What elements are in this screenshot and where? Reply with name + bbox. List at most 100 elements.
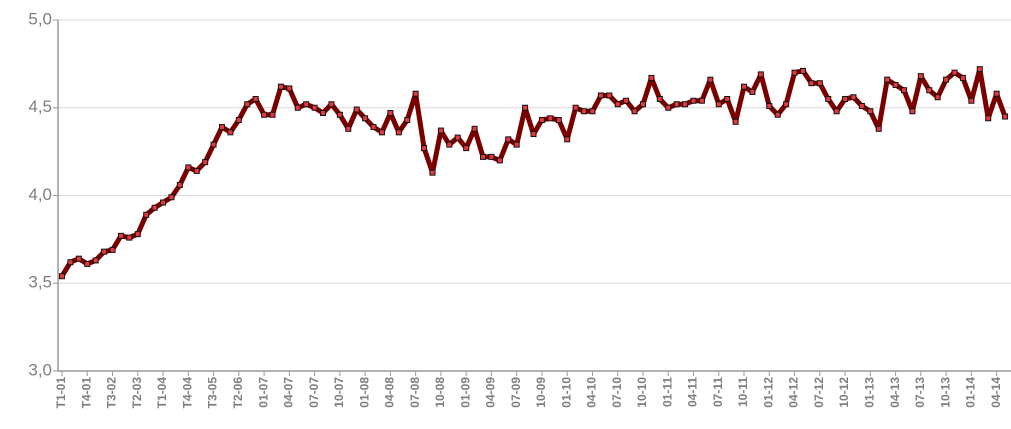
data-point xyxy=(496,157,503,164)
data-point xyxy=(513,141,520,148)
x-tick-label: 07-09 xyxy=(509,377,523,408)
data-point xyxy=(336,111,343,118)
data-point xyxy=(303,101,310,108)
data-point xyxy=(993,90,1000,97)
data-point xyxy=(75,255,82,262)
data-point xyxy=(926,87,933,94)
x-tick-label: 04-08 xyxy=(383,377,397,408)
x-tick-label: T4-04 xyxy=(180,377,194,409)
data-point xyxy=(277,83,284,90)
data-point xyxy=(572,104,579,111)
data-point xyxy=(985,115,992,122)
data-point xyxy=(589,108,596,115)
data-point xyxy=(168,194,175,201)
data-point xyxy=(488,153,495,160)
data-point xyxy=(884,76,891,83)
data-point xyxy=(328,101,335,108)
x-tick-label: 01-09 xyxy=(458,377,472,408)
x-tick-label: 10-12 xyxy=(837,377,851,408)
data-point xyxy=(294,104,301,111)
data-point xyxy=(707,76,714,83)
x-tick-label: T4-01 xyxy=(79,377,93,409)
x-tick-label: 04-11 xyxy=(686,377,700,407)
data-point xyxy=(404,117,411,124)
data-point xyxy=(362,115,369,122)
data-point xyxy=(1002,113,1009,120)
data-point xyxy=(345,125,352,132)
data-point xyxy=(101,248,108,255)
data-point xyxy=(976,66,983,73)
data-point xyxy=(286,85,293,92)
data-point xyxy=(808,80,815,87)
data-point xyxy=(842,95,849,102)
data-point xyxy=(968,97,975,104)
data-point xyxy=(109,246,116,253)
x-tick-label: 01-08 xyxy=(357,377,371,408)
data-point xyxy=(909,108,916,115)
data-point xyxy=(437,127,444,134)
data-point xyxy=(724,95,731,102)
data-point xyxy=(311,104,318,111)
x-tick-label: 07-10 xyxy=(610,377,624,408)
data-point xyxy=(126,234,133,241)
data-point xyxy=(227,129,234,136)
data-point xyxy=(370,124,377,131)
data-point xyxy=(715,101,722,108)
data-point xyxy=(690,97,697,104)
data-point xyxy=(395,129,402,136)
x-tick-label: T2-06 xyxy=(231,377,245,409)
data-point xyxy=(749,88,756,95)
data-point xyxy=(564,136,571,143)
data-point xyxy=(597,92,604,99)
x-tick-label: T2-03 xyxy=(130,377,144,409)
x-tick-label: 01-07 xyxy=(256,377,270,408)
data-point xyxy=(193,167,200,174)
data-point xyxy=(959,74,966,81)
data-point xyxy=(825,95,832,102)
x-tick-label: 10-07 xyxy=(332,377,346,408)
data-point xyxy=(522,104,529,111)
data-point xyxy=(412,90,419,97)
data-point xyxy=(631,108,638,115)
data-point xyxy=(732,118,739,125)
data-point xyxy=(606,92,613,99)
data-point xyxy=(480,153,486,160)
data-point xyxy=(505,136,512,143)
x-tick-label: 04-14 xyxy=(989,377,1003,408)
data-point xyxy=(446,141,453,148)
x-tick-label: 07-07 xyxy=(307,377,321,408)
data-line xyxy=(59,66,1008,278)
data-point xyxy=(799,67,806,74)
data-point xyxy=(185,164,192,171)
data-point xyxy=(252,95,259,102)
data-point xyxy=(134,231,141,238)
x-tick-label: 07-12 xyxy=(812,377,826,408)
x-tick-label: 01-12 xyxy=(761,377,775,408)
data-point xyxy=(92,257,99,264)
data-point xyxy=(741,83,748,90)
x-tick-label: 07-08 xyxy=(408,377,422,408)
data-point xyxy=(320,110,327,117)
data-point xyxy=(757,71,764,78)
data-point xyxy=(117,232,124,239)
data-point xyxy=(648,74,655,81)
data-point xyxy=(623,97,630,104)
x-tick-label: 10-10 xyxy=(635,377,649,408)
x-tick-label: T1-01 xyxy=(54,377,68,409)
x-tick-label: 01-11 xyxy=(660,377,674,407)
x-tick-label: 04-07 xyxy=(282,377,296,408)
x-tick-label: 04-09 xyxy=(484,377,498,408)
data-point xyxy=(143,211,150,218)
data-point xyxy=(269,111,276,118)
data-point xyxy=(858,102,865,109)
data-point xyxy=(917,73,924,80)
y-tick-label: 3,0 xyxy=(28,360,52,379)
data-point xyxy=(210,141,217,148)
y-tick-label: 4,0 xyxy=(28,185,52,204)
data-point xyxy=(875,125,882,132)
data-point xyxy=(766,102,773,109)
x-tick-label: 10-09 xyxy=(534,377,548,408)
data-point xyxy=(244,101,251,108)
data-point xyxy=(682,101,689,108)
